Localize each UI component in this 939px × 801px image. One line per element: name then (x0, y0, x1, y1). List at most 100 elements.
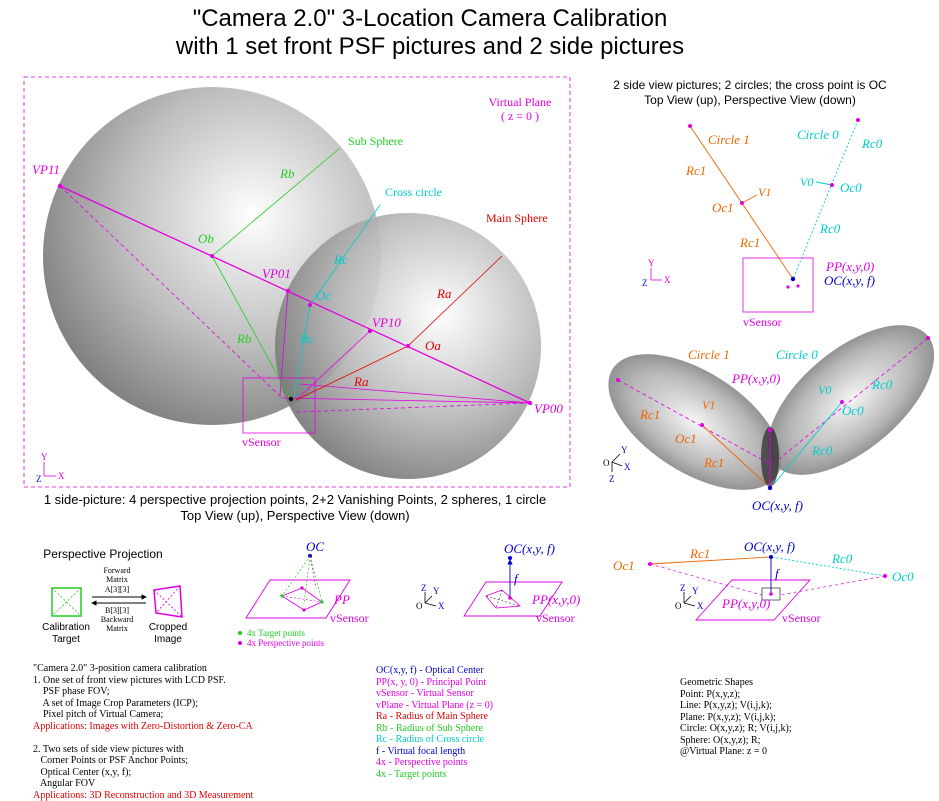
v0-label-top: V0 (800, 175, 813, 189)
mini3-oc1-label: Oc1 (613, 558, 635, 573)
note-line: Corner Points or PSF Anchor Points; (33, 755, 333, 767)
oc-point (308, 303, 312, 307)
mini1-oc-label: OC (306, 539, 324, 554)
rc1-label-top-b: Rc1 (739, 235, 760, 250)
mini3-oc-point (769, 555, 773, 559)
notes-left: "Camera 2.0" 3-position camera calibrati… (33, 663, 333, 801)
axis-x-label: X (58, 471, 65, 481)
rb-top-label: Rb (279, 166, 295, 181)
rc0-line (793, 120, 858, 279)
legend-target-dot (238, 631, 242, 635)
cropped-image-quad (154, 586, 182, 617)
mini3-rc0-line (772, 557, 885, 576)
vp01-point (286, 289, 290, 293)
circle0-label-top: Circle 0 (797, 127, 839, 142)
circle0-label-mid: Circle 0 (776, 347, 818, 362)
rc1-label-mid-b: Rc1 (703, 455, 724, 470)
cropped-label-2: Image (154, 634, 182, 645)
shape-line: Sphere: O(x,y,z); R; (680, 735, 880, 747)
legend-line: f - Virtual focal length (376, 746, 596, 758)
sub-sphere-label: Sub Sphere (348, 134, 403, 148)
oc1-point (740, 201, 744, 205)
mini1-pp-label: PP (333, 592, 350, 607)
note-line: "Camera 2.0" 3-position camera calibrati… (33, 663, 333, 675)
shape-line: Point: P(x,y,z); (680, 689, 880, 701)
ra-bottom-label: Ra (353, 374, 369, 389)
vp00-point (528, 401, 532, 405)
cross-circle-label: Cross circle (385, 185, 442, 199)
legend-line: 4x - Perspective points (376, 757, 596, 769)
legend-perspective-dot (238, 641, 242, 645)
main-sphere-label: Main Sphere (486, 211, 548, 225)
title-line2: with 1 set front PSF pictures and 2 side… (175, 33, 684, 60)
ob-point (210, 254, 214, 258)
oc0-label-mid: Oc0 (842, 403, 864, 418)
shape-line: Line: P(x,y,z); V(i,j,k); (680, 700, 880, 712)
note-line: A set of Image Crop Parameters (ICP); (33, 698, 333, 710)
axis-z-label: Z (36, 474, 42, 484)
note-line (33, 732, 333, 744)
rc1-label-mid-a: Rc1 (639, 407, 660, 422)
virtual-plane-z-label: ( z = 0 ) (501, 109, 539, 123)
vp01-label: VP01 (262, 266, 291, 281)
backward-label-2: Backward (101, 615, 133, 624)
shape-line: @Virtual Plane: z = 0 (680, 746, 880, 758)
rc-top-label: Rc (333, 252, 348, 267)
pp-point-b (796, 284, 799, 287)
legend-line: Rb - Radius of Sub Sphere (376, 723, 596, 735)
circle1-label-mid: Circle 1 (688, 347, 730, 362)
axis-triad-right-mid: Y X Z O (603, 445, 631, 484)
note-line: Applications: Images with Zero-Distortio… (33, 721, 333, 733)
rc-bottom-label: Rc (299, 331, 314, 346)
rc0-label-top-a: Rc0 (861, 136, 883, 151)
note-line: PSF phase FOV; (33, 686, 333, 698)
oc-label-mid: OC(x,y, f) (752, 498, 803, 513)
oc0-point (830, 183, 834, 187)
oc0-label-top: Oc0 (840, 180, 862, 195)
oc-center-point (289, 397, 293, 401)
virtual-plane-label: Virtual Plane (489, 95, 552, 109)
oc1-label-mid: Oc1 (675, 431, 697, 446)
end-mid-point-0 (926, 336, 930, 340)
mini3-vsensor-label: vSensor (782, 611, 821, 625)
mini3-oc1-point (648, 562, 652, 566)
forward-label-2: Matrix (106, 575, 128, 584)
note-line: 2. Two sets of side view pictures with (33, 744, 333, 756)
vsensor-box-top (743, 258, 813, 312)
vp11-point (58, 184, 62, 188)
axis-triad-right-top: Y X Z (642, 258, 671, 288)
forward-label-3: A[3][3] (105, 585, 130, 594)
rc0-label-top-b: Rc0 (819, 221, 841, 236)
mini1-legend-1: 4x Target points (247, 628, 306, 638)
backward-label-3: Matrix (106, 624, 128, 633)
shape-line: Circle: O(x,y,z); R; V(i,j,k); (680, 723, 880, 735)
axis-x-label: X (664, 275, 671, 285)
legend-line: vSensor - Virtual Sensor (376, 688, 596, 700)
calibration-target-square (52, 588, 81, 616)
axis-y-label: Y (692, 586, 699, 596)
oc1-v1-line (742, 195, 757, 203)
note-line: Pixel pitch of Virtual Camera; (33, 709, 333, 721)
oc1-mid-point (700, 423, 704, 427)
oc-label: Oc (316, 288, 331, 303)
target-label-1: Calibration (42, 622, 90, 633)
v1-label-top: V1 (758, 185, 771, 199)
mini-diagram-3: Oc1 Rc1 OC(x,y, f) Rc0 Oc0 f PP(x,y,0) v… (613, 539, 914, 625)
vsensor-label: vSensor (242, 435, 281, 449)
rc0-end-point (856, 118, 860, 122)
axis-x-label: X (438, 601, 445, 611)
backward-label-1: B[3][3] (105, 606, 129, 615)
legend-line: vPlane - Virtual Plane (z = 0) (376, 700, 596, 712)
pp-point-a (786, 285, 789, 288)
title-line1: "Camera 2.0" 3-Location Camera Calibrati… (193, 5, 668, 32)
cropped-label-1: Cropped (149, 622, 187, 633)
note-line: Angular FOV (33, 778, 333, 790)
axis-z-label: Z (609, 474, 615, 484)
mini-diagram-2: OC(x,y, f) f PP(x,y,0) vSensor Z Y X O (416, 541, 580, 625)
axis-z-label: Z (642, 278, 648, 288)
rc1-end-point (688, 124, 692, 128)
mini3-rc0-label: Rc0 (831, 551, 853, 566)
mini3-oc0-point (883, 574, 887, 578)
